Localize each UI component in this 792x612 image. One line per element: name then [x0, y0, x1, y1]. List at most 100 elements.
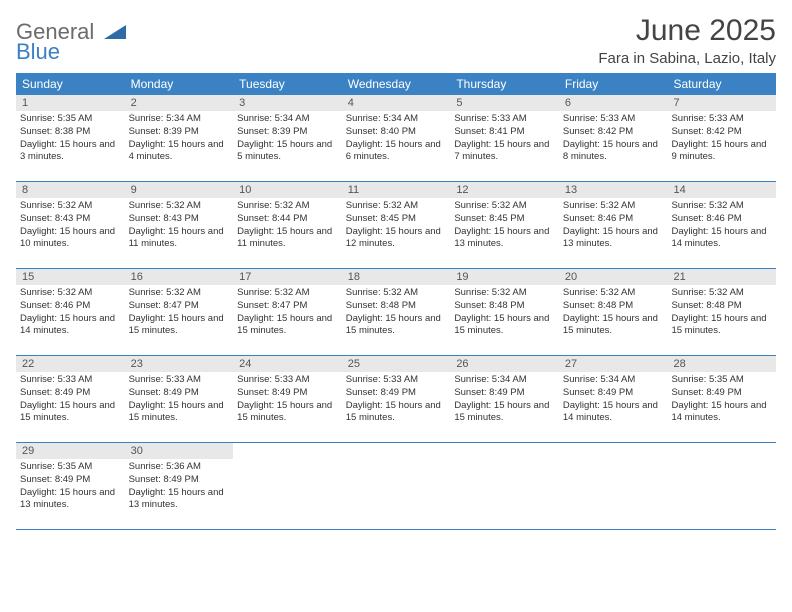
daylight-line: Daylight: 15 hours and 14 minutes.: [563, 400, 664, 426]
day-cell: 1Sunrise: 5:35 AMSunset: 8:38 PMDaylight…: [16, 95, 125, 181]
dow-cell: Sunday: [16, 73, 125, 95]
day-body: Sunrise: 5:35 AMSunset: 8:49 PMDaylight:…: [16, 459, 125, 512]
day-body: Sunrise: 5:32 AMSunset: 8:45 PMDaylight:…: [342, 198, 451, 251]
day-number: 9: [125, 182, 234, 198]
day-body: Sunrise: 5:33 AMSunset: 8:49 PMDaylight:…: [233, 372, 342, 425]
day-number: 18: [342, 269, 451, 285]
day-cell: 22Sunrise: 5:33 AMSunset: 8:49 PMDayligh…: [16, 356, 125, 442]
day-body: Sunrise: 5:33 AMSunset: 8:49 PMDaylight:…: [125, 372, 234, 425]
day-number: 26: [450, 356, 559, 372]
daylight-line: Daylight: 15 hours and 13 minutes.: [454, 226, 555, 252]
day-body: Sunrise: 5:36 AMSunset: 8:49 PMDaylight:…: [125, 459, 234, 512]
sunrise-line: Sunrise: 5:34 AM: [346, 113, 447, 126]
daylight-line: Daylight: 15 hours and 15 minutes.: [346, 313, 447, 339]
sunrise-line: Sunrise: 5:34 AM: [237, 113, 338, 126]
weeks-container: 1Sunrise: 5:35 AMSunset: 8:38 PMDaylight…: [16, 95, 776, 530]
day-cell: 11Sunrise: 5:32 AMSunset: 8:45 PMDayligh…: [342, 182, 451, 268]
logo-triangle-icon: [104, 22, 126, 42]
sunrise-line: Sunrise: 5:35 AM: [20, 113, 121, 126]
day-body: Sunrise: 5:33 AMSunset: 8:49 PMDaylight:…: [16, 372, 125, 425]
day-body: Sunrise: 5:33 AMSunset: 8:42 PMDaylight:…: [667, 111, 776, 164]
day-cell: 30Sunrise: 5:36 AMSunset: 8:49 PMDayligh…: [125, 443, 234, 529]
week-row: 8Sunrise: 5:32 AMSunset: 8:43 PMDaylight…: [16, 182, 776, 269]
day-body: Sunrise: 5:34 AMSunset: 8:39 PMDaylight:…: [233, 111, 342, 164]
sunset-line: Sunset: 8:46 PM: [671, 213, 772, 226]
day-cell: 14Sunrise: 5:32 AMSunset: 8:46 PMDayligh…: [667, 182, 776, 268]
dow-cell: Friday: [559, 73, 668, 95]
daylight-line: Daylight: 15 hours and 15 minutes.: [129, 313, 230, 339]
sunset-line: Sunset: 8:47 PM: [237, 300, 338, 313]
sunrise-line: Sunrise: 5:32 AM: [20, 287, 121, 300]
sunrise-line: Sunrise: 5:33 AM: [346, 374, 447, 387]
title-block: June 2025 Fara in Sabina, Lazio, Italy: [598, 14, 776, 67]
sunrise-line: Sunrise: 5:33 AM: [129, 374, 230, 387]
logo: General Blue: [16, 14, 126, 62]
day-number: 29: [16, 443, 125, 459]
sunrise-line: Sunrise: 5:33 AM: [237, 374, 338, 387]
sunset-line: Sunset: 8:46 PM: [20, 300, 121, 313]
sunset-line: Sunset: 8:48 PM: [563, 300, 664, 313]
dow-cell: Tuesday: [233, 73, 342, 95]
sunrise-line: Sunrise: 5:32 AM: [237, 200, 338, 213]
daylight-line: Daylight: 15 hours and 9 minutes.: [671, 139, 772, 165]
daylight-line: Daylight: 15 hours and 15 minutes.: [237, 313, 338, 339]
logo-line2: Blue: [16, 39, 60, 64]
day-cell: 3Sunrise: 5:34 AMSunset: 8:39 PMDaylight…: [233, 95, 342, 181]
day-number: 21: [667, 269, 776, 285]
day-number: 27: [559, 356, 668, 372]
sunrise-line: Sunrise: 5:32 AM: [20, 200, 121, 213]
day-cell: 19Sunrise: 5:32 AMSunset: 8:48 PMDayligh…: [450, 269, 559, 355]
week-row: 1Sunrise: 5:35 AMSunset: 8:38 PMDaylight…: [16, 95, 776, 182]
sunset-line: Sunset: 8:45 PM: [346, 213, 447, 226]
daylight-line: Daylight: 15 hours and 4 minutes.: [129, 139, 230, 165]
daylight-line: Daylight: 15 hours and 14 minutes.: [671, 400, 772, 426]
day-body: Sunrise: 5:32 AMSunset: 8:48 PMDaylight:…: [559, 285, 668, 338]
sunrise-line: Sunrise: 5:34 AM: [563, 374, 664, 387]
sunset-line: Sunset: 8:46 PM: [563, 213, 664, 226]
sunrise-line: Sunrise: 5:32 AM: [346, 287, 447, 300]
daylight-line: Daylight: 15 hours and 12 minutes.: [346, 226, 447, 252]
daylight-line: Daylight: 15 hours and 15 minutes.: [346, 400, 447, 426]
day-cell: .: [450, 443, 559, 529]
day-cell: 17Sunrise: 5:32 AMSunset: 8:47 PMDayligh…: [233, 269, 342, 355]
day-number: 30: [125, 443, 234, 459]
daylight-line: Daylight: 15 hours and 13 minutes.: [129, 487, 230, 513]
daylight-line: Daylight: 15 hours and 15 minutes.: [671, 313, 772, 339]
sunrise-line: Sunrise: 5:32 AM: [454, 287, 555, 300]
sunrise-line: Sunrise: 5:32 AM: [671, 200, 772, 213]
sunset-line: Sunset: 8:42 PM: [671, 126, 772, 139]
day-number: 15: [16, 269, 125, 285]
day-body: Sunrise: 5:32 AMSunset: 8:46 PMDaylight:…: [16, 285, 125, 338]
sunset-line: Sunset: 8:48 PM: [346, 300, 447, 313]
daylight-line: Daylight: 15 hours and 10 minutes.: [20, 226, 121, 252]
day-body: Sunrise: 5:35 AMSunset: 8:38 PMDaylight:…: [16, 111, 125, 164]
day-number: 5: [450, 95, 559, 111]
sunrise-line: Sunrise: 5:32 AM: [346, 200, 447, 213]
day-body: Sunrise: 5:33 AMSunset: 8:41 PMDaylight:…: [450, 111, 559, 164]
day-cell: .: [559, 443, 668, 529]
sunrise-line: Sunrise: 5:34 AM: [454, 374, 555, 387]
day-cell: .: [342, 443, 451, 529]
day-number: 23: [125, 356, 234, 372]
day-body: Sunrise: 5:32 AMSunset: 8:48 PMDaylight:…: [342, 285, 451, 338]
week-row: 15Sunrise: 5:32 AMSunset: 8:46 PMDayligh…: [16, 269, 776, 356]
sunset-line: Sunset: 8:49 PM: [671, 387, 772, 400]
sunset-line: Sunset: 8:47 PM: [129, 300, 230, 313]
day-number: 4: [342, 95, 451, 111]
sunrise-line: Sunrise: 5:32 AM: [563, 200, 664, 213]
day-cell: 5Sunrise: 5:33 AMSunset: 8:41 PMDaylight…: [450, 95, 559, 181]
day-number: 17: [233, 269, 342, 285]
day-number: 12: [450, 182, 559, 198]
daylight-line: Daylight: 15 hours and 15 minutes.: [454, 400, 555, 426]
day-body: Sunrise: 5:34 AMSunset: 8:39 PMDaylight:…: [125, 111, 234, 164]
daylight-line: Daylight: 15 hours and 15 minutes.: [237, 400, 338, 426]
daylight-line: Daylight: 15 hours and 3 minutes.: [20, 139, 121, 165]
day-cell: 23Sunrise: 5:33 AMSunset: 8:49 PMDayligh…: [125, 356, 234, 442]
sunrise-line: Sunrise: 5:36 AM: [129, 461, 230, 474]
daylight-line: Daylight: 15 hours and 5 minutes.: [237, 139, 338, 165]
daylight-line: Daylight: 15 hours and 13 minutes.: [20, 487, 121, 513]
day-number: 25: [342, 356, 451, 372]
day-cell: 15Sunrise: 5:32 AMSunset: 8:46 PMDayligh…: [16, 269, 125, 355]
day-body: Sunrise: 5:33 AMSunset: 8:49 PMDaylight:…: [342, 372, 451, 425]
day-number: 20: [559, 269, 668, 285]
